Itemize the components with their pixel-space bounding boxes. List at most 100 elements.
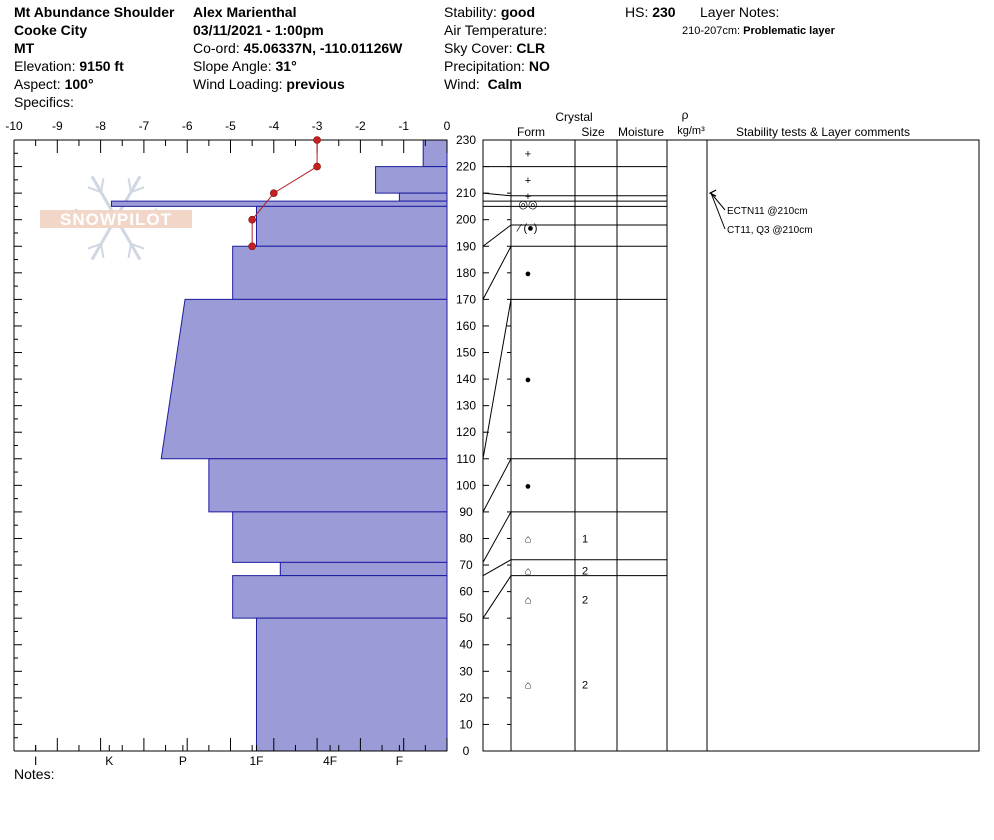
layer-table: +++◎◎⁄ (●)●●●⌂ 1⌂ 2⌂ 2⌂ 2 [482,139,980,752]
precip-row: Precipitation: NO [444,57,550,75]
slope-label: Slope Angle: [193,58,272,74]
logo-text: SNOWPILOT [60,210,172,229]
temp-tick-label: -10 [5,119,23,133]
crystal-form-label: ● [525,480,532,492]
height-tick-label: 200 [456,213,476,227]
layer-notes-label: Layer Notes: [700,4,780,20]
height-tick-label: 70 [459,558,473,572]
observation-datetime: 03/11/2021 - 1:00pm [193,22,324,38]
stability-value: good [500,4,536,20]
temp-tick-label: -2 [355,119,366,133]
state-name: MT [14,40,35,56]
snowflake-branch [127,178,132,193]
hardness-label: F [396,754,403,768]
height-tick-label: 140 [456,372,476,386]
hardness-layer-bar [375,166,448,194]
snowflake-branch [87,243,102,250]
layer-connector [482,224,512,247]
hs-value: 230 [652,4,676,20]
crystal-header: Crystal [555,110,592,124]
sky-label: Sky Cover: [444,40,513,56]
wind-loading-label: Wind Loading: [193,76,283,92]
coord-label: Co-ord: [193,40,240,56]
snowflake-branch [100,178,105,193]
sky-row: Sky Cover: CLR [444,39,550,57]
height-tick-label: 170 [456,292,476,306]
stability-test-leader [710,192,726,230]
height-tick-label: 160 [456,319,476,333]
density-symbol: ρ [682,108,689,122]
coord-value: 45.06337N, -110.01126W [243,40,403,56]
slope-value: 31° [275,58,297,74]
density-unit: kg/m³ [677,125,705,137]
hardness-bars [110,139,448,752]
stability-label: Stability: [444,4,497,20]
wind-label: Wind: [444,76,480,92]
stability-arrowhead [708,189,717,197]
height-tick-label: 40 [459,638,473,652]
hardness-layer-bar [255,205,448,247]
height-tick-label: 220 [456,160,476,174]
crystal-form-label: ⌂ [525,595,532,607]
temp-tick-label: -9 [52,119,63,133]
hardness-layer-bar [232,511,448,563]
logo-band [40,210,192,228]
crystal-form-label: + [525,191,531,203]
header-col-conditions: Stability: good Air Temperature: Sky Cov… [444,3,550,93]
hardness-layer-bar [279,561,448,577]
temperature-point [313,162,321,171]
crystal-form-label: ⁄ (●) [516,223,538,235]
height-tick-label: 210 [456,186,476,200]
crystal-form-label: + [525,148,531,160]
sky-value: CLR [516,40,546,56]
snowflake-branch [127,243,132,258]
stability-row: Stability: good [444,3,550,21]
height-tick-label: 80 [459,531,473,545]
wind-loading-value: previous [286,76,345,92]
temp-tick-label: -5 [225,119,236,133]
snowflake-branch [87,186,102,193]
height-tick-label: 10 [459,717,473,731]
elevation-row: Elevation: 9150 ft [14,57,174,75]
observer-name: Alex Marienthal [193,4,297,20]
snowpilot-logo: SNOWPILOT [40,175,192,261]
crystal-size-label: 2 [582,595,588,607]
hardness-layer-bar [422,139,448,168]
hs-label: HS: [625,4,649,20]
hs-row: HS: 230 [625,3,676,21]
temperature-axis: -10 -9 -8 -7 -6 -5 -4 -3 -2 -1 0 [5,119,451,752]
layer-connector [482,246,512,300]
temp-tick-label: -3 [312,119,323,133]
height-tick-label: 50 [459,611,473,625]
temperature-point [248,215,256,224]
layer-note-row: 210-207cm: Problematic layer [682,24,835,38]
wind-loading-row: Wind Loading: previous [193,75,402,93]
height-tick-label: 230 [456,133,476,147]
snowflake-branch [100,243,105,258]
crystal-form-label: ● [525,268,532,280]
height-axis: 0 10 20 30 40 50 60 70 80 90 100 110 120 130 140 150 160… [14,133,476,758]
layer-connector [482,575,512,619]
stability-test-leader [710,192,726,211]
area-name: Cooke City [14,22,88,38]
hardness-layer-bar [110,200,448,207]
precip-label: Precipitation: [444,58,525,74]
hardness-label: K [105,754,113,768]
precip-value: NO [528,58,550,74]
height-tick-label: 180 [456,266,476,280]
hardness-label: 4F [323,754,337,768]
height-tick-label: 90 [459,505,473,519]
height-tick-label: 20 [459,691,473,705]
coord-row: Co-ord: 45.06337N, -110.01126W [193,39,402,57]
layer-connector [482,511,512,563]
temp-tick-label: -4 [268,119,279,133]
hardness-layer-bar [208,458,448,513]
wind-value: Calm [487,76,522,92]
height-tick-label: 0 [463,744,470,758]
elevation-label: Elevation: [14,58,76,74]
temp-tick-label: -6 [182,119,193,133]
crystal-size-label: 2 [582,680,588,692]
form-header: Form [517,125,545,139]
moisture-header: Moisture [618,125,664,139]
temp-tick-label: -1 [398,119,409,133]
